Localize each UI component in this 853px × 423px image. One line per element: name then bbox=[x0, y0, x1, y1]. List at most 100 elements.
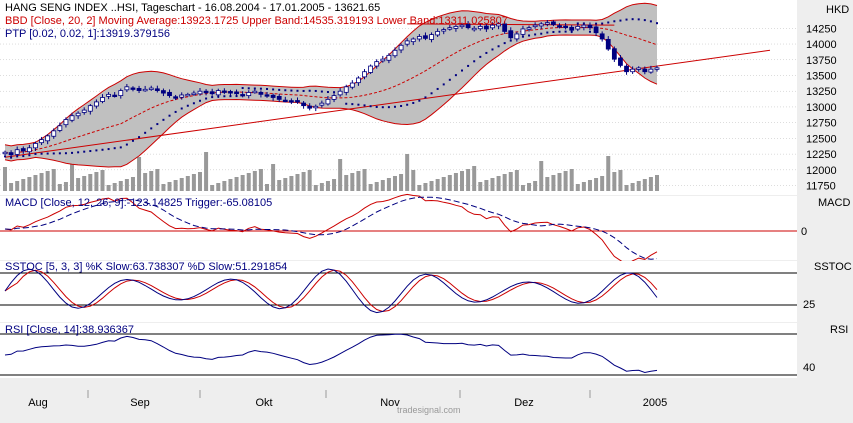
volume-bar bbox=[484, 180, 489, 191]
sar-dot bbox=[125, 143, 128, 146]
volume-bar bbox=[179, 178, 184, 191]
sstoc-name: SSTOC bbox=[814, 261, 852, 273]
candle-body bbox=[508, 30, 514, 39]
candle-body bbox=[63, 119, 69, 126]
sar-dot bbox=[89, 150, 92, 153]
macd-tick: 0 bbox=[801, 226, 807, 238]
sar-dot bbox=[186, 104, 189, 107]
sar-dot bbox=[357, 103, 360, 106]
candle-body bbox=[69, 115, 75, 121]
sar-dot bbox=[485, 51, 488, 54]
sar-dot bbox=[266, 87, 269, 90]
candle-body bbox=[483, 25, 489, 30]
volume-bar bbox=[33, 175, 38, 191]
price-tick-label: 13250 bbox=[806, 86, 837, 98]
volume-bar bbox=[277, 180, 282, 191]
watermark: tradesignal.com bbox=[397, 405, 461, 415]
volume-bar bbox=[106, 185, 111, 191]
sar-dot bbox=[412, 101, 415, 104]
candle-body bbox=[51, 130, 57, 137]
month-label: 2005 bbox=[643, 397, 667, 409]
candle-body bbox=[154, 88, 160, 91]
candle-body bbox=[276, 95, 282, 100]
sar-dot bbox=[198, 99, 201, 102]
volume-bar bbox=[15, 181, 20, 191]
macd-line bbox=[4, 193, 658, 266]
volume-bar bbox=[642, 179, 647, 191]
candle-body bbox=[142, 88, 148, 92]
volume-bar bbox=[362, 169, 367, 191]
sar-dot bbox=[333, 91, 336, 94]
volume-bar bbox=[594, 178, 599, 191]
sar-dot bbox=[576, 22, 579, 25]
sar-dot bbox=[436, 87, 439, 90]
candle-body bbox=[39, 139, 44, 144]
volume-bar bbox=[551, 175, 556, 191]
sar-dot bbox=[211, 96, 214, 99]
sar-dot bbox=[174, 110, 177, 113]
volume-bar bbox=[618, 170, 623, 191]
sstoc-label: SSTOC [5, 3, 3] %K Slow:63.738307 %D Slo… bbox=[5, 261, 287, 273]
month-label: Dez bbox=[514, 397, 534, 409]
sar-dot bbox=[71, 151, 74, 154]
volume-bar bbox=[490, 178, 495, 191]
volume-bar bbox=[569, 169, 574, 191]
candle-body bbox=[447, 27, 453, 30]
volume-bar bbox=[240, 175, 245, 191]
candle-body bbox=[368, 65, 374, 73]
volume-bar bbox=[581, 182, 586, 191]
sar-dot bbox=[400, 104, 403, 107]
volume-bar bbox=[563, 171, 568, 191]
candle-body bbox=[179, 94, 185, 98]
sar-dot bbox=[649, 20, 652, 23]
sar-dot bbox=[192, 102, 195, 105]
candle-body bbox=[441, 29, 447, 32]
sar-dot bbox=[448, 78, 451, 81]
candle-body bbox=[459, 24, 465, 28]
volume-bar bbox=[39, 173, 44, 191]
volume-bar bbox=[411, 170, 416, 191]
volume-bar bbox=[100, 170, 105, 191]
sar-dot bbox=[156, 123, 159, 126]
trendline bbox=[4, 49, 771, 158]
volume-bar bbox=[252, 171, 257, 191]
sar-dot bbox=[442, 83, 445, 86]
bollinger-upper-band bbox=[4, 2, 658, 147]
sar-dot bbox=[509, 39, 512, 42]
sar-dot bbox=[558, 30, 561, 33]
sar-dot bbox=[223, 95, 226, 98]
volume-bar bbox=[88, 174, 93, 191]
price-tick-label: 14000 bbox=[806, 39, 837, 51]
sstoc-k-line bbox=[4, 268, 658, 314]
candle-body bbox=[532, 24, 538, 28]
volume-bar bbox=[648, 177, 653, 191]
price-tick-label: 12250 bbox=[806, 149, 837, 161]
rsi-label: RSI [Close, 14]:38.936367 bbox=[5, 324, 134, 336]
volume-bar bbox=[124, 179, 129, 191]
candle-body bbox=[563, 25, 568, 29]
sar-dot bbox=[430, 92, 433, 95]
sar-dot bbox=[540, 32, 543, 35]
volume-bar bbox=[545, 177, 550, 191]
sar-dot bbox=[381, 106, 384, 109]
sstoc-panel bbox=[0, 261, 797, 322]
candle-body bbox=[514, 33, 520, 40]
volume-bar bbox=[453, 173, 458, 191]
sar-dot bbox=[320, 90, 323, 93]
candle-body bbox=[587, 24, 593, 29]
sstoc-d-line bbox=[4, 269, 658, 313]
candle-body bbox=[246, 92, 252, 97]
volume-bar bbox=[234, 177, 239, 191]
volume-bar bbox=[600, 176, 605, 191]
volume-bar bbox=[118, 181, 123, 191]
candle-body bbox=[258, 91, 264, 95]
sar-dot bbox=[58, 152, 61, 155]
candle-body bbox=[264, 94, 270, 97]
currency-label: HKD bbox=[826, 4, 849, 16]
volume-bar bbox=[630, 183, 635, 191]
candle-body bbox=[343, 86, 349, 93]
parabolic-sar-dots bbox=[4, 18, 658, 159]
sar-dot bbox=[491, 48, 494, 51]
sar-dot bbox=[637, 18, 640, 21]
volume-bar bbox=[57, 184, 62, 191]
